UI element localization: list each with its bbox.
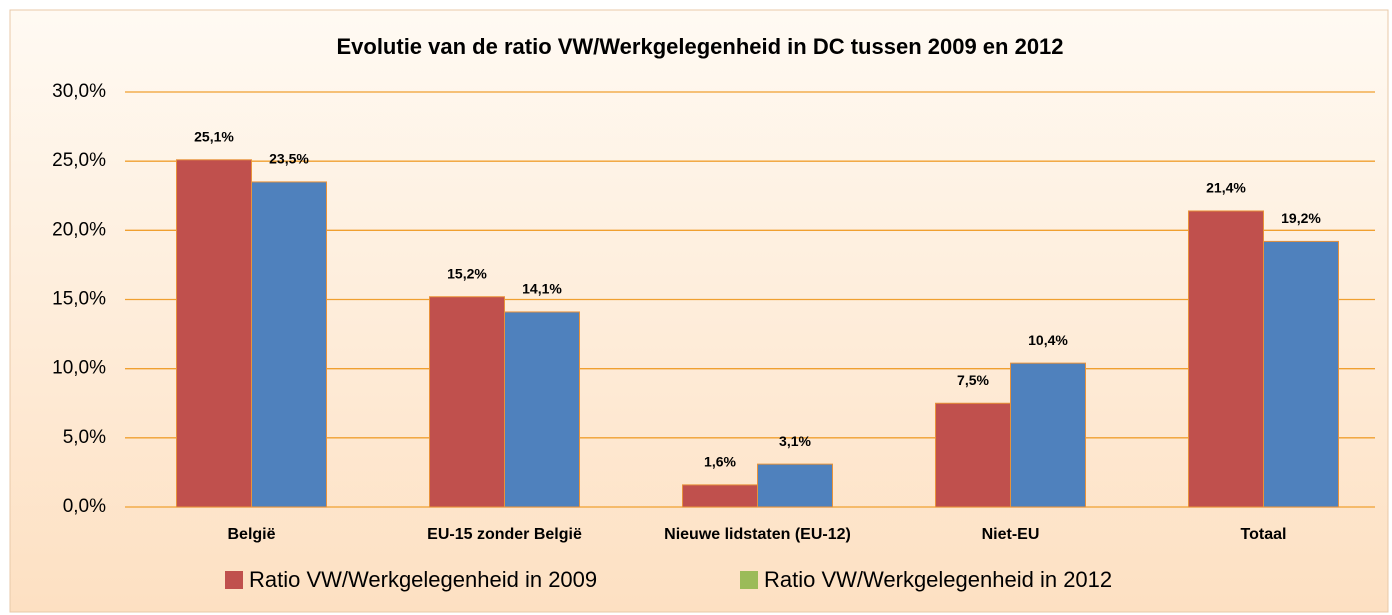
y-tick-label: 0,0%: [63, 496, 106, 517]
x-tick-label: België: [227, 526, 275, 543]
value-label: 3,1%: [779, 433, 811, 449]
bar: [1010, 362, 1086, 508]
value-label: 23,5%: [269, 151, 309, 167]
bar: [176, 159, 252, 508]
value-label: 21,4%: [1206, 180, 1246, 196]
bar: [1188, 210, 1264, 508]
value-label: 10,4%: [1028, 332, 1068, 348]
y-tick-label: 25,0%: [52, 150, 106, 171]
bar: [429, 296, 505, 508]
x-tick-label: Niet-EU: [982, 526, 1040, 543]
value-label: 14,1%: [522, 281, 562, 297]
bar: [757, 463, 833, 508]
x-tick-label: EU-15 zonder België: [427, 526, 582, 543]
y-tick-label: 5,0%: [63, 427, 106, 448]
y-tick-label: 10,0%: [52, 358, 106, 379]
y-tick-label: 15,0%: [52, 289, 106, 310]
value-label: 15,2%: [447, 265, 487, 281]
x-tick-label: Nieuwe lidstaten (EU-12): [664, 526, 851, 543]
bar: [682, 484, 758, 508]
value-label: 25,1%: [194, 128, 234, 144]
bar: [935, 402, 1011, 508]
legend-label: Ratio VW/Werkgelegenheid in 2009: [249, 567, 597, 592]
bar: [504, 311, 580, 508]
legend-swatch: [225, 571, 243, 589]
x-tick-label: Totaal: [1241, 526, 1287, 543]
value-label: 19,2%: [1281, 210, 1321, 226]
legend-swatch: [740, 571, 758, 589]
legend-label: Ratio VW/Werkgelegenheid in 2012: [764, 567, 1112, 592]
value-label: 7,5%: [957, 372, 989, 388]
value-label: 1,6%: [704, 454, 736, 470]
chart-title: Evolutie van de ratio VW/Werkgelegenheid…: [336, 34, 1063, 59]
bar: [1263, 240, 1339, 508]
bar: [251, 181, 327, 508]
y-tick-label: 20,0%: [52, 219, 106, 240]
y-tick-label: 30,0%: [52, 81, 106, 102]
